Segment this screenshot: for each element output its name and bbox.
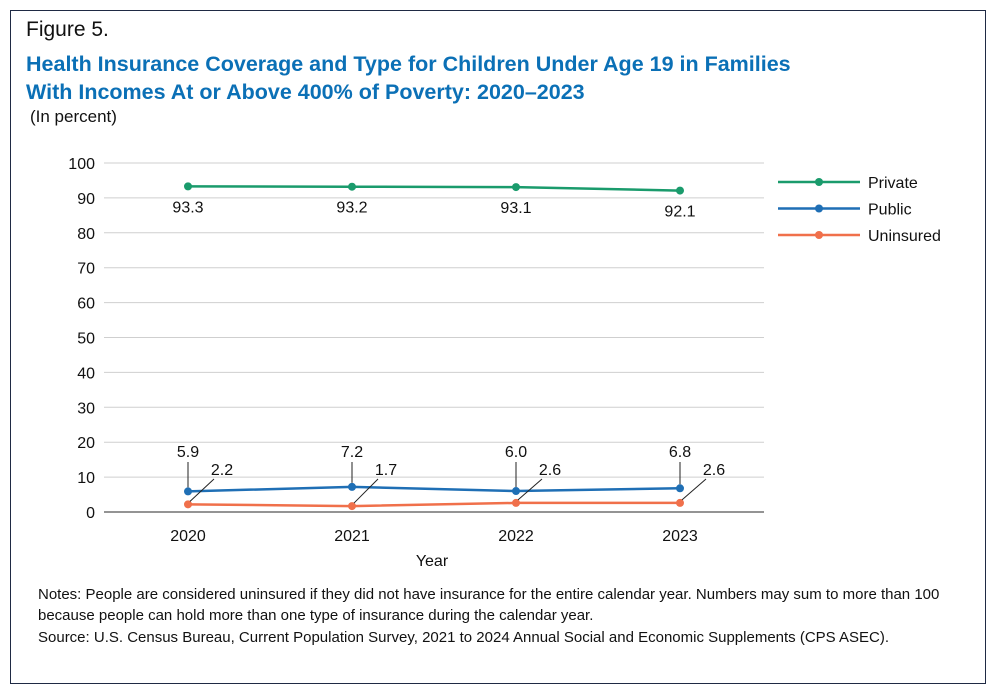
data-point (676, 498, 684, 507)
y-tick-label: 10 (77, 470, 95, 487)
legend-item-public: Public (778, 202, 912, 219)
series-private: 93.3 93.2 93.1 92.1 (172, 182, 696, 221)
legend-label: Uninsured (868, 228, 941, 245)
data-point (184, 500, 192, 509)
chart-subtitle: (In percent) (30, 107, 117, 126)
chart-title-line-2: With Incomes At or Above 400% of Poverty… (26, 80, 585, 104)
y-tick-label: 80 (77, 226, 95, 243)
legend: Private Public Uninsured (778, 175, 941, 245)
y-tick-label: 40 (77, 365, 95, 382)
legend-swatch-marker (815, 231, 823, 239)
x-tick-label: 2022 (498, 528, 534, 545)
x-tick-label: 2021 (334, 528, 370, 545)
y-tick-label: 20 (77, 435, 95, 452)
x-axis-ticks: 2020 2021 2022 2023 (170, 528, 698, 545)
data-point (512, 183, 520, 192)
data-point (676, 186, 684, 195)
legend-item-private: Private (778, 175, 918, 192)
data-label: 1.7 (375, 462, 397, 479)
leader-line (517, 478, 543, 501)
series-public: 5.9 7.2 6.0 6.8 (177, 444, 691, 496)
data-label: 93.2 (336, 200, 367, 217)
data-label: 93.3 (172, 199, 203, 216)
figure-label: Figure 5. (26, 18, 109, 41)
figure-frame (10, 10, 986, 684)
chart-notes: Notes: People are considered uninsured i… (38, 586, 940, 624)
data-point (348, 182, 356, 191)
y-tick-label: 30 (77, 400, 95, 417)
data-label: 6.8 (669, 444, 691, 461)
chart-source: Source: U.S. Census Bureau, Current Popu… (38, 629, 890, 646)
gridlines (104, 162, 764, 513)
data-point (676, 484, 684, 493)
data-point (184, 487, 192, 496)
y-tick-label: 0 (86, 505, 95, 522)
data-point (512, 498, 520, 507)
data-point (512, 487, 520, 496)
leader-line (353, 478, 379, 504)
data-label: 6.0 (505, 444, 527, 461)
data-label: 2.2 (211, 462, 233, 479)
y-tick-label: 100 (68, 156, 95, 173)
legend-swatch-marker (815, 204, 823, 213)
legend-swatch-marker (815, 178, 823, 186)
series-uninsured: 2.2 1.7 2.6 2.6 (184, 462, 725, 511)
leader-line (681, 478, 707, 501)
legend-label: Private (868, 175, 918, 192)
legend-label: Public (868, 202, 912, 219)
series-group: 93.3 93.2 93.1 92.1 5.9 7.2 6.0 6.8 2.2 1.7 2.6 2.6 (172, 182, 725, 511)
y-tick-label: 90 (77, 191, 95, 208)
x-tick-label: 2023 (662, 528, 698, 545)
y-tick-label: 60 (77, 296, 95, 313)
data-label: 7.2 (341, 444, 363, 461)
y-tick-label: 70 (77, 261, 95, 278)
legend-item-uninsured: Uninsured (778, 228, 941, 245)
series-line (187, 185, 681, 192)
x-axis-label: Year (416, 553, 449, 570)
chart-title: Health Insurance Coverage and Type for C… (26, 50, 966, 106)
chart-title-line-1: Health Insurance Coverage and Type for C… (26, 52, 791, 76)
series-line (187, 501, 680, 508)
series-line (187, 485, 681, 493)
x-tick-label: 2020 (170, 528, 206, 545)
data-point (184, 182, 192, 191)
data-label: 93.1 (500, 200, 531, 217)
data-label: 2.6 (703, 462, 725, 479)
y-tick-label: 50 (77, 331, 95, 348)
data-point (348, 502, 356, 511)
leader-line (189, 478, 215, 502)
data-label: 92.1 (664, 204, 695, 221)
y-axis-ticks: 0 10 20 30 40 50 60 70 80 90 100 (68, 156, 95, 522)
data-label: 5.9 (177, 444, 199, 461)
data-label: 2.6 (539, 462, 561, 479)
data-point (348, 482, 356, 491)
